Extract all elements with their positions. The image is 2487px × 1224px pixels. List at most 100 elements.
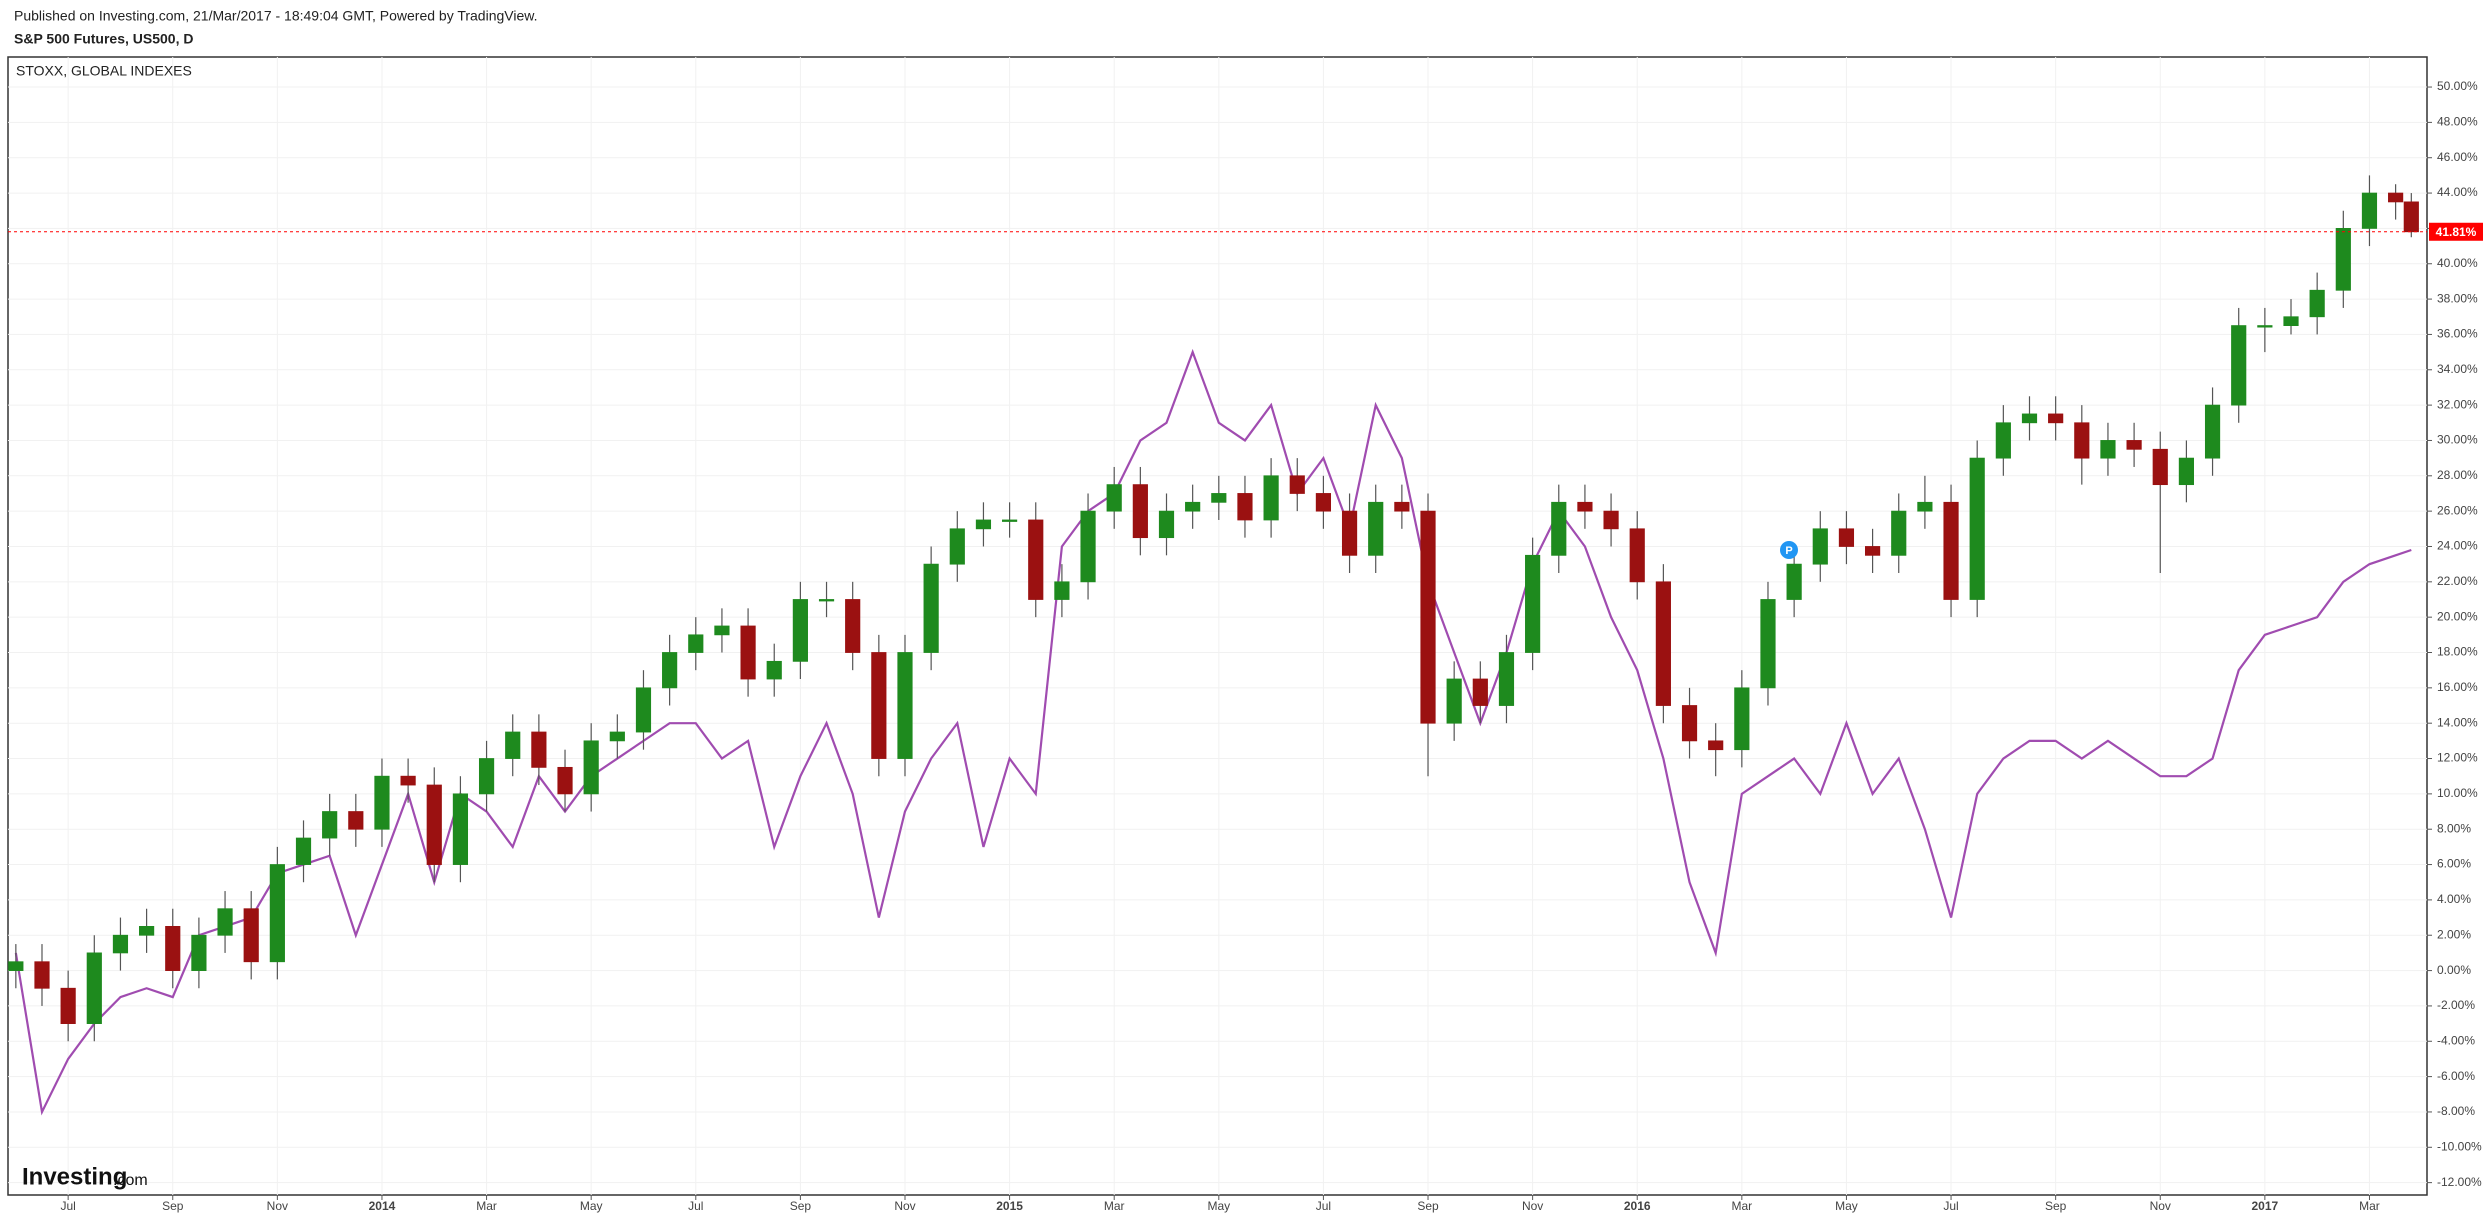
candle-body bbox=[766, 660, 782, 680]
candle-body bbox=[1472, 678, 1488, 706]
x-tick-label: Mar bbox=[476, 1199, 497, 1213]
candle-body bbox=[2100, 440, 2116, 459]
candle-body bbox=[478, 758, 495, 795]
candle-body bbox=[1368, 501, 1384, 556]
candle-body bbox=[662, 652, 678, 689]
y-tick-label: 30.00% bbox=[2437, 433, 2478, 447]
candle-body bbox=[1681, 705, 1698, 742]
grid: 50.00%48.00%46.00%44.00%42.00%40.00%38.0… bbox=[8, 57, 2482, 1213]
published-note: Published on Investing.com, 21/Mar/2017 … bbox=[14, 8, 537, 24]
candle-body bbox=[191, 934, 207, 971]
x-tick-label: Mar bbox=[1104, 1199, 1125, 1213]
candle-body bbox=[2361, 192, 2378, 229]
candle-body bbox=[1708, 740, 1724, 751]
candle-body bbox=[1943, 501, 1959, 600]
y-tick-label: 4.00% bbox=[2437, 892, 2471, 906]
y-tick-label: 24.00% bbox=[2437, 539, 2478, 553]
candle-body bbox=[1420, 510, 1436, 724]
x-tick-label: Jul bbox=[60, 1199, 75, 1213]
y-tick-label: 34.00% bbox=[2437, 362, 2478, 376]
candle-body bbox=[1969, 457, 1985, 600]
x-tick-label: Mar bbox=[1731, 1199, 1752, 1213]
y-tick-label: -6.00% bbox=[2437, 1069, 2475, 1083]
candle-body bbox=[2126, 440, 2142, 450]
candle-body bbox=[2388, 192, 2404, 203]
x-tick-label: Nov bbox=[267, 1199, 288, 1213]
last-value-box bbox=[2429, 222, 2483, 241]
candle-body bbox=[871, 652, 887, 759]
y-tick-label: 10.00% bbox=[2437, 786, 2478, 800]
x-tick-label: 2015 bbox=[996, 1199, 1023, 1213]
y-tick-label: 48.00% bbox=[2437, 115, 2478, 129]
candle-body bbox=[1028, 519, 1044, 600]
candle-body bbox=[1995, 422, 2011, 459]
y-tick-label: 6.00% bbox=[2437, 857, 2471, 871]
candle-body bbox=[1394, 501, 1410, 512]
y-tick-label: -8.00% bbox=[2437, 1104, 2475, 1118]
candle-body bbox=[2178, 457, 2194, 486]
x-tick-label: 2016 bbox=[1624, 1199, 1651, 1213]
y-tick-label: 20.00% bbox=[2437, 609, 2478, 623]
candle-body bbox=[1446, 678, 1462, 724]
candle-body bbox=[923, 563, 939, 653]
candle-body bbox=[635, 687, 652, 733]
candle-body bbox=[1263, 475, 1279, 521]
candle-body bbox=[1891, 510, 1907, 556]
candle-body bbox=[1786, 563, 1802, 600]
y-tick-label: 44.00% bbox=[2437, 185, 2478, 199]
candle-body bbox=[949, 528, 965, 565]
candle-body bbox=[1603, 510, 1619, 530]
candle-body bbox=[845, 599, 861, 653]
candle-body bbox=[1577, 501, 1593, 512]
x-tick-label: 2017 bbox=[2252, 1199, 2279, 1213]
y-tick-label: -12.00% bbox=[2437, 1175, 2482, 1189]
candle-body bbox=[1237, 493, 1253, 521]
y-tick-label: 18.00% bbox=[2437, 645, 2478, 659]
candle-body bbox=[1106, 484, 1122, 512]
last-value-label: 41.81% bbox=[2436, 225, 2477, 239]
candle-body bbox=[688, 634, 704, 653]
candle-body bbox=[2048, 413, 2064, 424]
y-tick-label: 8.00% bbox=[2437, 821, 2471, 835]
candle-body bbox=[740, 625, 756, 680]
candle-body bbox=[60, 987, 76, 1024]
candle-body bbox=[1498, 652, 1515, 706]
x-tick-label: May bbox=[580, 1199, 603, 1213]
candle-body bbox=[322, 811, 338, 839]
candle-body bbox=[165, 926, 181, 971]
x-tick-label: May bbox=[1835, 1199, 1858, 1213]
candle-body bbox=[1185, 501, 1201, 512]
candle-body bbox=[2309, 289, 2325, 318]
y-tick-label: 22.00% bbox=[2437, 574, 2478, 588]
y-tick-label: 36.00% bbox=[2437, 327, 2478, 341]
candle-body bbox=[531, 731, 547, 768]
candle-body bbox=[1760, 599, 1776, 689]
candle-body bbox=[2021, 413, 2038, 424]
y-tick-label: 40.00% bbox=[2437, 256, 2478, 270]
candle-body bbox=[1002, 519, 1018, 522]
candle-body bbox=[1289, 475, 1305, 494]
candle-body bbox=[2204, 404, 2221, 459]
candle-body bbox=[2231, 325, 2247, 406]
candle-body bbox=[1080, 510, 1096, 583]
y-tick-label: 26.00% bbox=[2437, 503, 2478, 517]
candle-body bbox=[1341, 510, 1358, 556]
candle-body bbox=[583, 740, 599, 795]
candle-body bbox=[2074, 422, 2090, 459]
candle-body bbox=[1525, 554, 1541, 653]
candle-body bbox=[295, 837, 312, 865]
x-tick-label: Jul bbox=[688, 1199, 703, 1213]
y-tick-label: -2.00% bbox=[2437, 998, 2475, 1012]
x-tick-label: Nov bbox=[894, 1199, 915, 1213]
candle-body bbox=[897, 652, 913, 759]
event-marker-label: P bbox=[1785, 545, 1792, 557]
y-tick-label: 16.00% bbox=[2437, 680, 2478, 694]
candle-body bbox=[792, 599, 808, 662]
candle-body bbox=[426, 784, 442, 865]
candle-body bbox=[1054, 581, 1070, 600]
y-tick-label: 2.00% bbox=[2437, 927, 2471, 941]
y-tick-label: 50.00% bbox=[2437, 79, 2478, 93]
candle-body bbox=[1211, 493, 1227, 503]
y-tick-label: -4.00% bbox=[2437, 1033, 2475, 1047]
